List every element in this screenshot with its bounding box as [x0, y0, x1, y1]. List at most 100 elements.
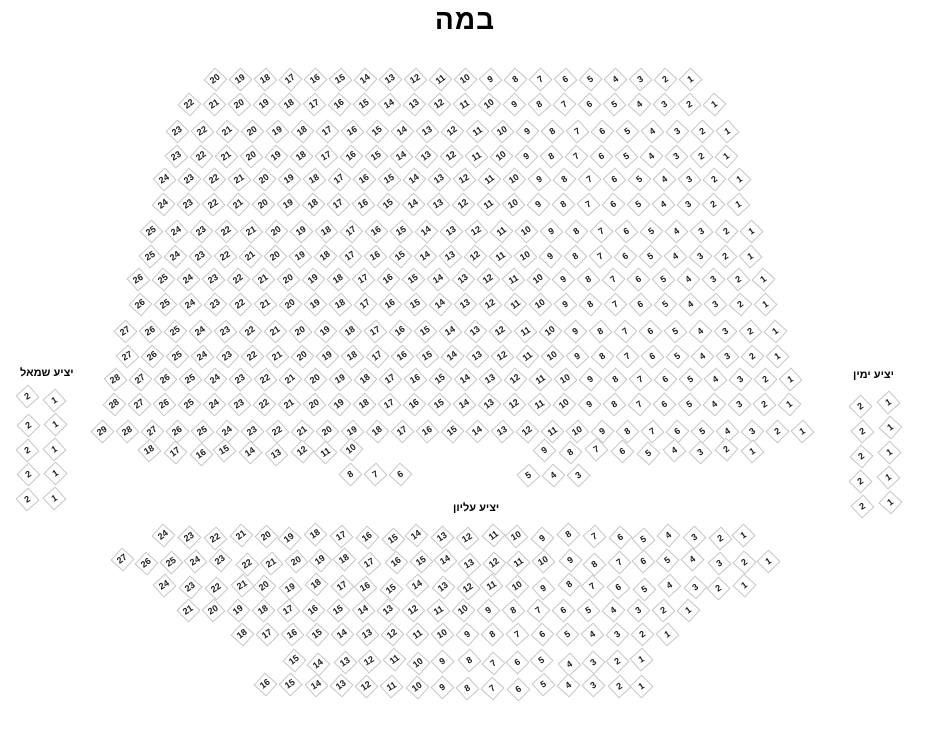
seat[interactable]: 11	[426, 598, 451, 623]
seat[interactable]: 19	[277, 166, 302, 192]
seat[interactable]: 16	[355, 525, 380, 550]
seat[interactable]: 7	[589, 219, 614, 244]
seat[interactable]: 18	[303, 522, 328, 547]
seat[interactable]: 22	[228, 291, 253, 317]
seat[interactable]: 7	[480, 676, 505, 701]
seat[interactable]: 6	[626, 266, 651, 292]
seat[interactable]: 1	[629, 647, 654, 672]
seat[interactable]: 19	[313, 319, 338, 344]
seat[interactable]: 1	[740, 439, 765, 464]
seat[interactable]: 9	[430, 649, 455, 674]
seat[interactable]: 3	[727, 391, 752, 417]
seat[interactable]: 3	[605, 622, 630, 647]
seat[interactable]: 19	[228, 66, 253, 92]
seat[interactable]: 1	[738, 244, 763, 269]
seat[interactable]: 2	[728, 291, 753, 317]
seat[interactable]: 8	[480, 622, 505, 647]
seat[interactable]: 14	[433, 548, 458, 573]
seat[interactable]: 11	[513, 319, 538, 344]
seat[interactable]: 18	[338, 319, 363, 344]
seat[interactable]: 4	[688, 319, 713, 344]
seat[interactable]: 13	[355, 622, 380, 647]
seat[interactable]: 13	[329, 673, 354, 698]
seat[interactable]: 6	[551, 598, 576, 623]
seat[interactable]: 2	[714, 437, 739, 462]
seat[interactable]: 26	[128, 291, 153, 317]
seat[interactable]: 21	[277, 391, 302, 417]
seat[interactable]: 2	[677, 91, 702, 117]
seat[interactable]: 7	[580, 574, 605, 599]
seat[interactable]: 21	[259, 551, 284, 576]
seat[interactable]: 20	[240, 119, 265, 144]
seat[interactable]: 2	[689, 144, 714, 169]
seat[interactable]: 3	[689, 219, 714, 244]
seat[interactable]: 1	[727, 166, 752, 192]
seat[interactable]: 18	[365, 419, 390, 444]
seat[interactable]: 3	[688, 440, 713, 465]
seat[interactable]: 1	[876, 390, 901, 415]
seat[interactable]: 11	[379, 674, 404, 699]
seat[interactable]: 23	[203, 291, 228, 317]
seat[interactable]: 1	[878, 415, 903, 440]
seat[interactable]: 2	[708, 526, 733, 551]
seat[interactable]: 1	[702, 91, 727, 117]
seat[interactable]: 18	[326, 266, 351, 292]
seat[interactable]: 5	[665, 344, 690, 369]
seat[interactable]: 11	[465, 119, 490, 144]
seat[interactable]: 21	[202, 91, 227, 117]
seat[interactable]: 21	[227, 166, 252, 192]
seat[interactable]: 7	[576, 191, 601, 217]
seat[interactable]: 21	[251, 266, 276, 292]
seat[interactable]: 8	[552, 166, 577, 192]
seat[interactable]: 14	[304, 673, 329, 698]
seat[interactable]: 12	[490, 344, 515, 369]
seat[interactable]: 13	[463, 319, 488, 344]
seat[interactable]: 24	[183, 549, 208, 574]
seat[interactable]: 16	[189, 441, 214, 467]
seat[interactable]: 26	[152, 391, 177, 417]
seat[interactable]: 13	[439, 219, 464, 244]
seat[interactable]: 14	[377, 91, 402, 117]
seat[interactable]: 1	[43, 412, 68, 437]
seat[interactable]: 13	[457, 552, 482, 577]
seat[interactable]: 6	[631, 549, 656, 574]
seat[interactable]: 1	[42, 437, 67, 462]
seat[interactable]: 23	[228, 366, 253, 392]
seat[interactable]: 4	[651, 191, 676, 217]
seat[interactable]: 24	[164, 219, 189, 244]
seat[interactable]: 18	[352, 391, 377, 417]
seat[interactable]: 28	[115, 419, 140, 444]
seat[interactable]: 16	[403, 366, 428, 392]
seat[interactable]: 15	[212, 438, 237, 463]
seat[interactable]: 9	[565, 344, 590, 369]
seat[interactable]: 10	[405, 675, 430, 700]
seat[interactable]: 12	[354, 674, 379, 699]
seat[interactable]: 15	[415, 344, 440, 369]
seat[interactable]: 21	[214, 144, 239, 169]
seat[interactable]: 11	[489, 219, 514, 244]
seat[interactable]: 27	[140, 419, 165, 444]
seat[interactable]: 7	[526, 598, 551, 623]
seat[interactable]: 7	[552, 91, 577, 117]
seat[interactable]: 16	[402, 391, 427, 417]
seat[interactable]: 19	[252, 91, 277, 117]
seat[interactable]: 17	[363, 319, 388, 344]
seat[interactable]: 22	[238, 319, 263, 344]
seat[interactable]: 15	[403, 291, 428, 317]
seat[interactable]: 21	[263, 319, 288, 344]
seat[interactable]: 11	[405, 622, 430, 647]
seat[interactable]: 13	[478, 366, 503, 392]
seat[interactable]: 13	[264, 442, 289, 467]
seat[interactable]: 21	[265, 344, 290, 369]
seat[interactable]: 22	[203, 526, 228, 551]
seat[interactable]: 2	[16, 462, 41, 487]
seat[interactable]: 21	[229, 523, 254, 548]
seat[interactable]: 20	[288, 319, 313, 344]
seat[interactable]: 6	[601, 191, 626, 217]
seat[interactable]: 9	[553, 291, 578, 317]
seat[interactable]: 4	[663, 244, 688, 269]
seat[interactable]: 25	[139, 219, 164, 244]
seat[interactable]: 22	[189, 144, 214, 169]
seat[interactable]: 11	[527, 391, 552, 417]
seat[interactable]: 22	[226, 266, 251, 292]
